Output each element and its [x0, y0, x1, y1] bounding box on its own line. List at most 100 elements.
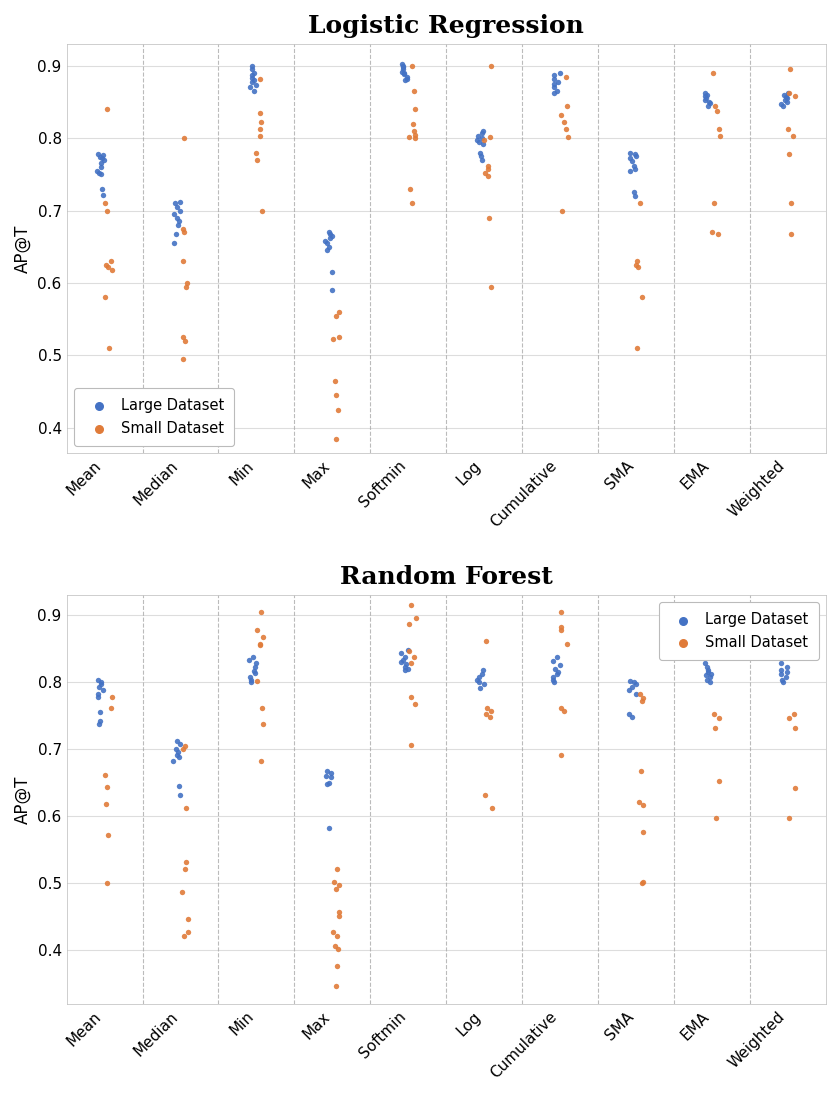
Point [706, 65, 720, 82]
Point [94, 673, 108, 691]
Point [171, 216, 185, 233]
Point [332, 877, 345, 895]
Point [92, 671, 105, 689]
Point [94, 165, 108, 183]
Point [396, 58, 410, 76]
Point [555, 201, 569, 219]
Point [484, 278, 497, 296]
Point [404, 180, 417, 197]
Point [780, 90, 794, 107]
Point [318, 232, 332, 250]
Point [177, 926, 191, 944]
Point [248, 71, 261, 89]
Point [408, 695, 422, 713]
Point [476, 135, 490, 152]
Point [329, 387, 343, 404]
Point [402, 128, 416, 146]
Point [779, 668, 792, 685]
Point [331, 926, 344, 944]
Point [401, 642, 414, 659]
Point [173, 193, 186, 210]
Point [404, 736, 417, 753]
Point [102, 827, 115, 844]
Point [105, 261, 118, 278]
Point [550, 648, 564, 666]
Point [477, 676, 491, 693]
Point [622, 681, 635, 699]
Point [94, 154, 108, 172]
Point [93, 148, 107, 165]
Point [169, 740, 182, 758]
Point [484, 708, 497, 726]
Point [171, 198, 184, 216]
Point [92, 164, 106, 182]
Point [636, 796, 649, 814]
Point [627, 157, 641, 174]
Point [708, 96, 722, 114]
Point [623, 672, 637, 690]
Point [475, 666, 488, 683]
Point [560, 96, 574, 114]
Point [329, 307, 343, 324]
Point [631, 253, 644, 270]
Point [243, 652, 256, 669]
Point [332, 303, 345, 321]
Point [255, 603, 268, 621]
Point [171, 209, 184, 227]
Point [255, 699, 268, 716]
Point [399, 661, 412, 679]
Point [552, 664, 565, 681]
Point [320, 234, 333, 252]
Point [328, 873, 341, 890]
Point [320, 775, 333, 793]
Point [782, 708, 795, 726]
Point [774, 655, 788, 672]
Point [485, 702, 498, 719]
Point [699, 90, 712, 107]
Point [409, 126, 423, 143]
Point [712, 120, 726, 138]
Point [554, 603, 568, 621]
Point [319, 768, 333, 785]
Point [548, 70, 561, 88]
Point [105, 688, 118, 705]
Point [636, 289, 649, 307]
Point [547, 84, 560, 102]
Point [400, 655, 413, 672]
Point [172, 749, 186, 766]
Point [708, 719, 722, 737]
Point [249, 77, 262, 94]
Point [701, 85, 714, 103]
Point [711, 224, 725, 242]
Point [473, 143, 486, 161]
Point [394, 654, 407, 671]
Point [553, 657, 566, 675]
Point [550, 666, 564, 683]
Point [409, 610, 423, 627]
Y-axis label: AP@T: AP@T [14, 224, 32, 273]
Point [636, 692, 649, 710]
Point [249, 143, 263, 161]
Point [561, 128, 575, 146]
Point [328, 372, 342, 390]
Point [554, 619, 567, 636]
Point [407, 648, 421, 666]
Point [244, 79, 257, 96]
Point [102, 339, 116, 357]
Point [99, 256, 113, 274]
Point [250, 621, 264, 638]
Point [475, 129, 488, 147]
Point [704, 673, 717, 691]
Point [177, 223, 191, 241]
Point [245, 57, 259, 74]
Point [395, 645, 408, 662]
Point [101, 101, 114, 118]
Point [782, 84, 795, 102]
Point [324, 764, 338, 782]
Point [179, 853, 192, 871]
Point [245, 67, 259, 84]
Point [330, 957, 344, 975]
Point [783, 809, 796, 827]
Point [702, 93, 716, 111]
Point [92, 684, 105, 702]
